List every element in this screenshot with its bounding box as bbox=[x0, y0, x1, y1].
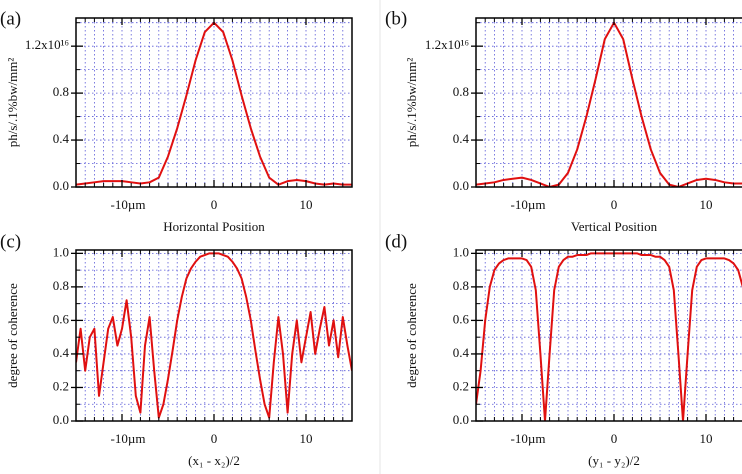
x-tick-label: 0 bbox=[211, 197, 218, 212]
y-tick-label: 0.4 bbox=[453, 131, 470, 146]
x-tick-label: -10µm bbox=[511, 197, 546, 212]
x-tick-label: 10 bbox=[700, 197, 713, 212]
x-tick-label: 0 bbox=[611, 431, 618, 446]
x-tick-label: 10 bbox=[700, 431, 713, 446]
y-tick-label: 0.4 bbox=[53, 131, 70, 146]
y-tick-label: 0.8 bbox=[453, 278, 469, 293]
x-tick-label: -10µm bbox=[511, 431, 546, 446]
y-axis-label: ph/s/.1%bw/mm² bbox=[5, 58, 20, 148]
panel-label: (b) bbox=[385, 8, 407, 29]
x-axis-label: Vertical Position bbox=[571, 219, 658, 234]
y-tick-label: 0.2 bbox=[53, 378, 69, 393]
x-axis-label: (x₁ - x₂)/2 bbox=[188, 453, 240, 468]
y-tick-label: 0.0 bbox=[53, 178, 69, 193]
x-tick-label: -10µm bbox=[111, 197, 146, 212]
y-tick-label: 0.0 bbox=[453, 412, 469, 427]
x-tick-label: -10µm bbox=[111, 431, 146, 446]
x-tick-label: 10 bbox=[300, 431, 313, 446]
y-tick-label: 0.6 bbox=[453, 311, 470, 326]
y-tick-label: 0.8 bbox=[53, 278, 69, 293]
y-tick-label: 0.4 bbox=[453, 345, 470, 360]
y-tick-label: 1.0 bbox=[53, 244, 69, 259]
y-axis-label: degree of coherence bbox=[404, 283, 419, 388]
y-axis-label: degree of coherence bbox=[5, 283, 20, 388]
y-tick-label: 0.2 bbox=[453, 378, 469, 393]
y-tick-label: 0.8 bbox=[53, 84, 69, 99]
y-tick-label: 0.8 bbox=[453, 84, 469, 99]
panel-label: (d) bbox=[385, 231, 407, 252]
y-tick-label: 0.0 bbox=[53, 412, 69, 427]
y-tick-label: 0.0 bbox=[453, 178, 469, 193]
y-axis-label: ph/s/.1%bw/mm² bbox=[404, 58, 419, 148]
y-tick-label: 0.6 bbox=[53, 311, 70, 326]
x-axis-label: (y₁ - y₂)/2 bbox=[588, 453, 640, 468]
panel-label: (c) bbox=[0, 231, 21, 252]
x-tick-label: 10 bbox=[300, 197, 313, 212]
x-tick-label: 0 bbox=[211, 431, 218, 446]
x-tick-label: 0 bbox=[611, 197, 618, 212]
y-tick-label: 1.0 bbox=[453, 244, 469, 259]
panel-label: (a) bbox=[0, 8, 21, 29]
y-tick-label: 1.2x10¹⁶ bbox=[425, 37, 469, 52]
y-tick-label: 1.2x10¹⁶ bbox=[25, 37, 69, 52]
y-tick-label: 0.4 bbox=[53, 345, 70, 360]
x-axis-label: Horizontal Position bbox=[163, 219, 265, 234]
